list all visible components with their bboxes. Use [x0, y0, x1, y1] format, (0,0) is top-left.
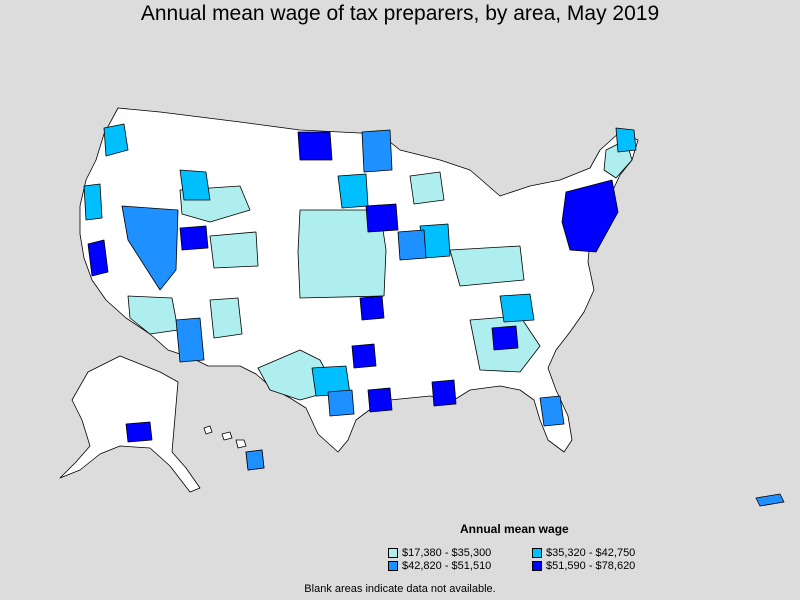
region-oregon-coast: [83, 183, 103, 221]
map-title: Annual mean wage of tax preparers, by ar…: [140, 2, 660, 25]
region-ohio-valley: [449, 245, 525, 287]
region-north-dakota-west: [297, 131, 333, 161]
legend-label-4: $51,590 - $78,620: [546, 560, 636, 572]
region-north-dakota: [361, 129, 393, 173]
hawaii-island-1: [203, 425, 213, 435]
legend-label-3: $42,820 - $51,510: [402, 560, 492, 572]
region-houston: [367, 387, 393, 413]
legend-title: Annual mean wage: [460, 522, 569, 536]
alaska-region-blue: [125, 421, 153, 443]
region-nevada: [121, 205, 179, 291]
legend-item-4: $51,590 - $78,620: [532, 560, 635, 572]
region-texas-south: [327, 389, 355, 417]
region-colorado: [209, 231, 259, 269]
region-minnesota: [365, 203, 399, 233]
hawaii-island-2: [221, 431, 233, 441]
legend-label-2: $35,320 - $42,750: [546, 547, 636, 559]
region-louisiana: [431, 379, 457, 407]
hawaii-big-island: [245, 449, 265, 471]
region-washington: [103, 123, 129, 157]
region-minnesota-north: [337, 173, 369, 209]
region-missouri: [397, 229, 427, 261]
region-wisconsin: [409, 171, 445, 205]
hawaii-island-3: [235, 439, 247, 449]
region-wyoming-east: [179, 225, 209, 251]
footnote: Blank areas indicate data not available.: [304, 583, 496, 595]
legend-swatch-2: [532, 548, 542, 558]
region-tennessee: [491, 325, 519, 351]
legend-swatch-4: [532, 561, 542, 571]
region-georgia: [499, 293, 535, 323]
legend-item-3: $42,820 - $51,510: [388, 560, 491, 572]
region-southwest-nm: [209, 297, 243, 339]
legend-item-2: $35,320 - $42,750: [532, 547, 635, 559]
region-florida-central: [539, 395, 565, 427]
legend-label-1: $17,380 - $35,300: [402, 547, 492, 559]
region-oklahoma: [359, 295, 385, 321]
region-socal-inland: [127, 295, 179, 335]
region-bay-area: [87, 239, 109, 277]
region-northeast-corridor: [561, 179, 619, 253]
region-dallas: [351, 343, 377, 369]
region-maine: [615, 127, 637, 153]
legend-swatch-3: [388, 561, 398, 571]
region-idaho: [179, 169, 211, 201]
region-arizona: [175, 317, 205, 363]
puerto-rico: [755, 493, 785, 507]
legend-swatch-1: [388, 548, 398, 558]
legend-item-1: $17,380 - $35,300: [388, 547, 491, 559]
